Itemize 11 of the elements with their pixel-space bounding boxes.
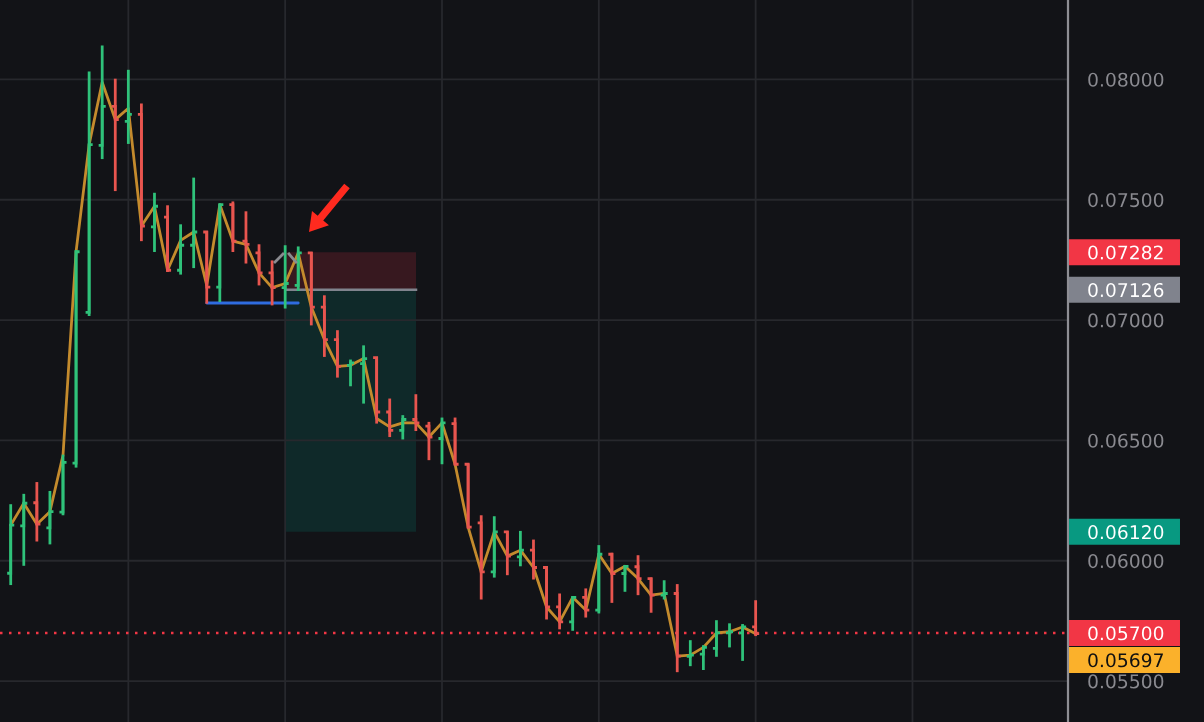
text: 0.07282 [1088, 245, 1163, 260]
ref-line-label: 0.05700 [1088, 626, 1164, 641]
y-tick-label: 0.06500 [1088, 433, 1164, 448]
y-tick-label: 0.05500 [1088, 674, 1164, 689]
text: 0.05697 [1088, 653, 1163, 668]
y-tick-label: 0.06000 [1088, 553, 1164, 569]
text: 0.07126 [1088, 282, 1164, 298]
y-tick-label: 0.07000 [1088, 313, 1164, 328]
text: 0.06120 [1088, 525, 1164, 540]
y-tick-label: 0.08000 [1088, 72, 1164, 87]
y-tick-label: 0.07500 [1088, 192, 1164, 208]
